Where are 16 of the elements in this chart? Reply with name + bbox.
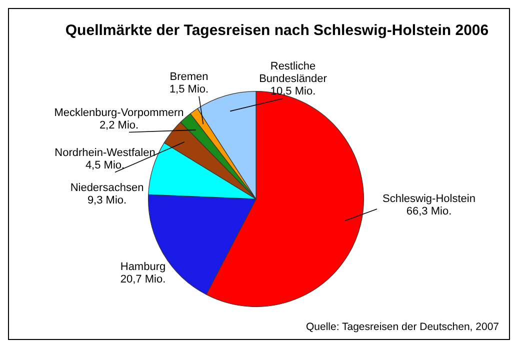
- data-label: 10,5 Mio.: [270, 86, 316, 98]
- data-label: 2,2 Mio.: [99, 119, 139, 132]
- data-label: 4,5 Mio.: [85, 159, 125, 172]
- slice-label: Hamburg: [120, 260, 166, 273]
- data-label: 1,5 Mio.: [169, 83, 209, 96]
- data-label: 66,3 Mio.: [406, 205, 452, 218]
- slice-label: Nordrhein-Westfalen: [54, 146, 156, 159]
- slice-label: Restliche Bundesländer: [259, 60, 328, 86]
- data-label: 9,3 Mio.: [87, 194, 127, 206]
- chart-title: Quellmärkte der Tagesreisen nach Schleswig-Holstein 2006: [65, 22, 489, 40]
- slice-label: Schleswig-Holstein: [382, 192, 476, 205]
- slice-label: Niedersachsen: [70, 182, 144, 194]
- source-note: Quelle: Tagesreisen der Deutschen, 2007: [306, 320, 500, 333]
- slice-label: Mecklenburg-Vorpommern: [54, 106, 184, 119]
- data-label: 20,7 Mio.: [120, 273, 166, 286]
- slice-label: Bremen: [170, 70, 208, 83]
